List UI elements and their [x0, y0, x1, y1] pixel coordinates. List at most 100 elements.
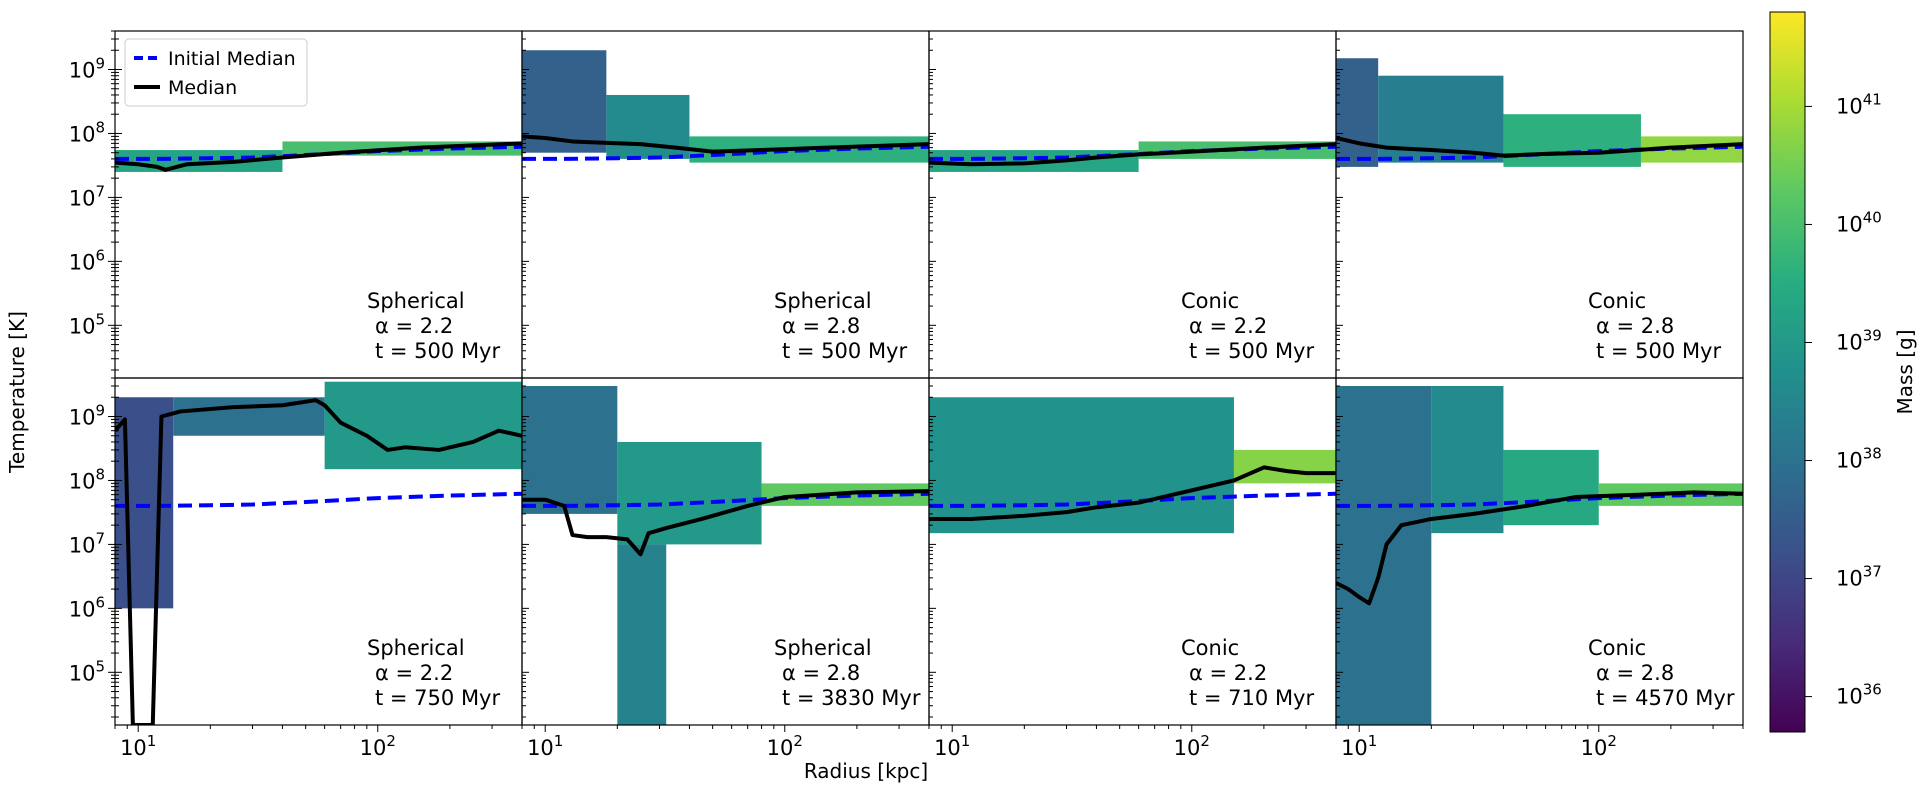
y-tick-label: 109 [69, 55, 105, 83]
colorbar-label: Mass [g] [1893, 329, 1917, 414]
heatmap-region [522, 385, 618, 514]
panel-plot-area [929, 397, 1336, 534]
initial-median-line [1336, 491, 1743, 508]
x-axis-label: Radius [kpc] [804, 759, 928, 783]
figure-labels: Radius [kpc] Temperature [K] [5, 311, 928, 783]
panel-frame [1335, 377, 1744, 726]
y-tick-label: 105 [69, 310, 105, 338]
panel-time-label: t = 750 Myr [375, 686, 500, 710]
heatmap-region [1336, 58, 1379, 167]
x-tick-label: 101 [120, 732, 156, 760]
x-tick-label: 101 [934, 732, 970, 760]
panel-alpha-label: α = 2.2 [375, 314, 453, 338]
legend-label: Initial Median [168, 48, 296, 70]
x-tick-label: 102 [767, 732, 803, 760]
panel-alpha-label: α = 2.2 [375, 661, 453, 685]
legend: Initial Median Median [124, 38, 308, 107]
median-line [522, 134, 929, 154]
panel-geometry-label: Conic [1181, 636, 1239, 660]
panel-geometry-label: Spherical [774, 636, 872, 660]
initial-median-line [115, 144, 522, 161]
median-line [115, 398, 522, 725]
y-tick-label: 109 [69, 402, 105, 430]
y-axis-label: Temperature [K] [5, 311, 29, 474]
y-tick-label: 105 [69, 657, 105, 685]
colorbar: 1036 1037 1038 1039 1040 1041 Mass [g] [1769, 11, 1917, 733]
panel-time-label: t = 500 Myr [375, 339, 500, 363]
panel-time-label: t = 500 Myr [1189, 339, 1314, 363]
colorbar-gradient [1770, 12, 1805, 732]
initial-median-line [115, 491, 522, 508]
panel-plot-area [115, 381, 522, 725]
legend-box [124, 38, 308, 107]
panel-alpha-label: α = 2.8 [782, 661, 860, 685]
legend-label: Median [168, 77, 237, 99]
panel-time-label: t = 500 Myr [782, 339, 907, 363]
colorbar-tick-label: 1037 [1836, 563, 1882, 591]
panel-frame [928, 30, 1337, 379]
heatmap-region [617, 544, 667, 725]
colorbar-frame [1769, 11, 1806, 733]
y-tick-label: 107 [69, 182, 105, 210]
heatmap-region [324, 381, 522, 470]
x-tick-label: 102 [360, 732, 396, 760]
median-line [929, 142, 1336, 167]
colorbar-tick-label: 1038 [1836, 445, 1882, 473]
y-tick-label: 107 [69, 529, 105, 557]
median-line [522, 489, 929, 557]
panel-geometry-label: Conic [1181, 289, 1239, 313]
x-tick-label: 102 [1174, 732, 1210, 760]
panel-plot-area [1336, 58, 1743, 167]
y-tick-label: 108 [69, 118, 105, 146]
y-tick-label: 108 [69, 465, 105, 493]
panel-time-label: t = 3830 Myr [782, 686, 921, 710]
initial-median-line [929, 491, 1336, 508]
panel-geometry-label: Spherical [774, 289, 872, 313]
panel-alpha-label: α = 2.8 [1596, 661, 1674, 685]
initial-median-line [522, 491, 929, 508]
colorbar-tick-label: 1041 [1836, 90, 1882, 118]
y-tick-label: 106 [69, 246, 105, 274]
panel-alpha-label: α = 2.2 [1189, 661, 1267, 685]
median-line [1336, 490, 1743, 606]
median-line [115, 141, 522, 172]
panel-geometry-label: Spherical [367, 636, 465, 660]
heatmap-region [1503, 449, 1599, 526]
panel-time-label: t = 500 Myr [1596, 339, 1721, 363]
panel-plot-area [929, 141, 1336, 172]
panel-geometry-label: Spherical [367, 289, 465, 313]
panel-plot-area [115, 141, 522, 172]
heatmap-region [617, 441, 762, 545]
x-tick-label: 101 [527, 732, 563, 760]
colorbar-tick-label: 1036 [1836, 681, 1882, 709]
heatmap-region [1431, 385, 1504, 534]
colorbar-tick-label: 1039 [1836, 326, 1882, 354]
panel-alpha-label: α = 2.8 [1596, 314, 1674, 338]
panel-time-label: t = 4570 Myr [1596, 686, 1735, 710]
colorbar-tick-label: 1040 [1836, 208, 1882, 236]
panel-alpha-label: α = 2.2 [1189, 314, 1267, 338]
panel-plot-area [1336, 385, 1743, 725]
x-tick-label: 101 [1341, 732, 1377, 760]
panel-geometry-label: Conic [1588, 289, 1646, 313]
y-tick-label: 106 [69, 593, 105, 621]
x-tick-label: 102 [1581, 732, 1617, 760]
panel-time-label: t = 710 Myr [1189, 686, 1314, 710]
heatmap-region [1233, 449, 1336, 484]
heatmap-region [929, 397, 1234, 534]
median-line [1336, 136, 1743, 158]
heatmap-region [1503, 114, 1641, 167]
panel-alpha-label: α = 2.8 [782, 314, 860, 338]
panel-plot-area [522, 385, 929, 725]
colorbar-ticks: 1036 1037 1038 1039 1040 1041 [1769, 11, 1882, 733]
